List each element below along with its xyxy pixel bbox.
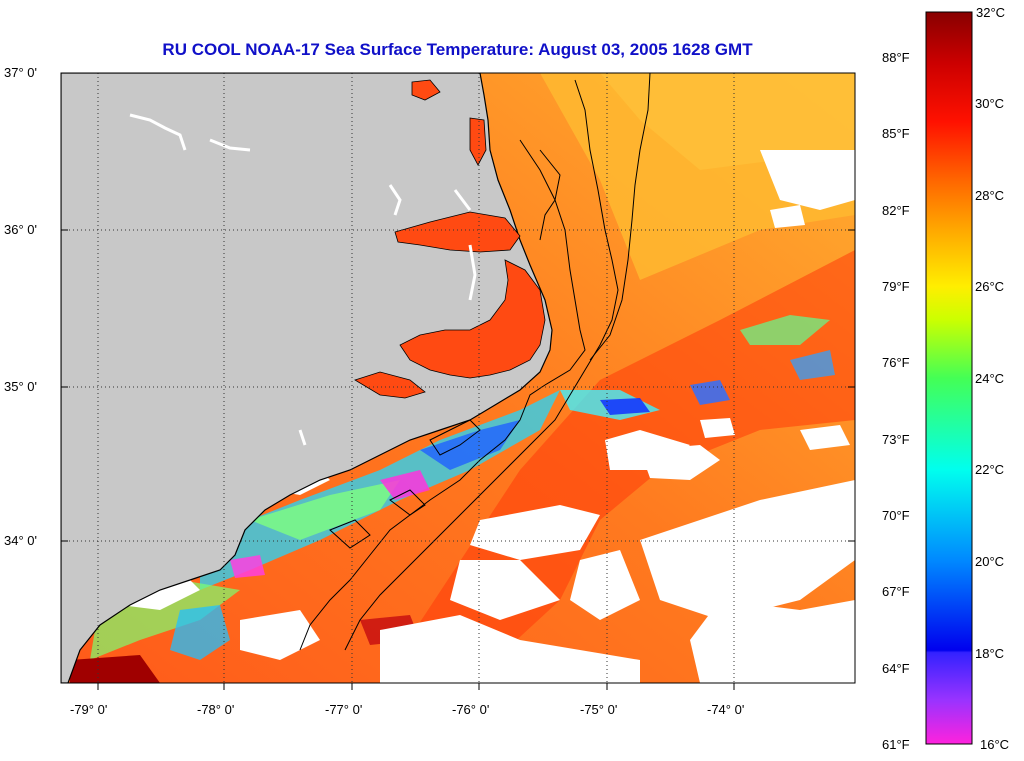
colorbar-f-73: 73°F bbox=[882, 432, 910, 447]
colorbar-c-30: 30°C bbox=[975, 96, 1005, 111]
colorbar-f-76: 76°F bbox=[882, 355, 910, 370]
lon-label-78: -78° 0' bbox=[197, 702, 235, 717]
graticule bbox=[61, 73, 855, 683]
colorbar-c-22: 22°C bbox=[975, 462, 1005, 477]
colorbar-f-70: 70°F bbox=[882, 508, 910, 523]
lon-label-76: -76° 0' bbox=[452, 702, 490, 717]
colorbar-c-26: 26°C bbox=[975, 279, 1005, 294]
colorbar-c-28: 28°C bbox=[975, 188, 1005, 203]
colorbar-f-85: 85°F bbox=[882, 126, 910, 141]
hot-coastal-patch bbox=[70, 655, 160, 683]
lon-label-75: -75° 0' bbox=[580, 702, 618, 717]
lat-label-37: 37° 0' bbox=[4, 65, 37, 80]
colorbar-f-64: 64°F bbox=[882, 661, 910, 676]
lat-label-36: 36° 0' bbox=[4, 222, 37, 237]
pamlico-albemarle-sounds bbox=[354, 79, 546, 399]
axis-ticks bbox=[61, 72, 855, 690]
colorbar-f-67: 67°F bbox=[882, 584, 910, 599]
lon-label-79: -79° 0' bbox=[70, 702, 108, 717]
map-title: RU COOL NOAA-17 Sea Surface Temperature:… bbox=[162, 40, 753, 59]
colorbar bbox=[925, 11, 973, 745]
colorbar-c-20: 20°C bbox=[975, 554, 1005, 569]
lat-label-35: 35° 0' bbox=[4, 379, 37, 394]
colorbar-c-32: 32°C bbox=[976, 5, 1006, 20]
colorbar-c-16: 16°C bbox=[980, 737, 1010, 752]
lat-label-34: 34° 0' bbox=[4, 533, 37, 548]
colorbar-f-79: 79°F bbox=[882, 279, 910, 294]
plot-frame bbox=[60, 72, 856, 684]
colorbar-c-18: 18°C bbox=[975, 646, 1005, 661]
colorbar-f-88: 88°F bbox=[882, 50, 910, 65]
depth-contours bbox=[299, 72, 651, 651]
colorbar-f-61: 61°F bbox=[882, 737, 910, 752]
colorbar-f-82: 82°F bbox=[882, 203, 910, 218]
warmer-offshore-band bbox=[600, 73, 855, 170]
lon-label-77: -77° 0' bbox=[325, 702, 363, 717]
inland-rivers bbox=[129, 113, 477, 446]
lon-label-74: -74° 0' bbox=[707, 702, 745, 717]
colorbar-c-24: 24°C bbox=[975, 371, 1005, 386]
